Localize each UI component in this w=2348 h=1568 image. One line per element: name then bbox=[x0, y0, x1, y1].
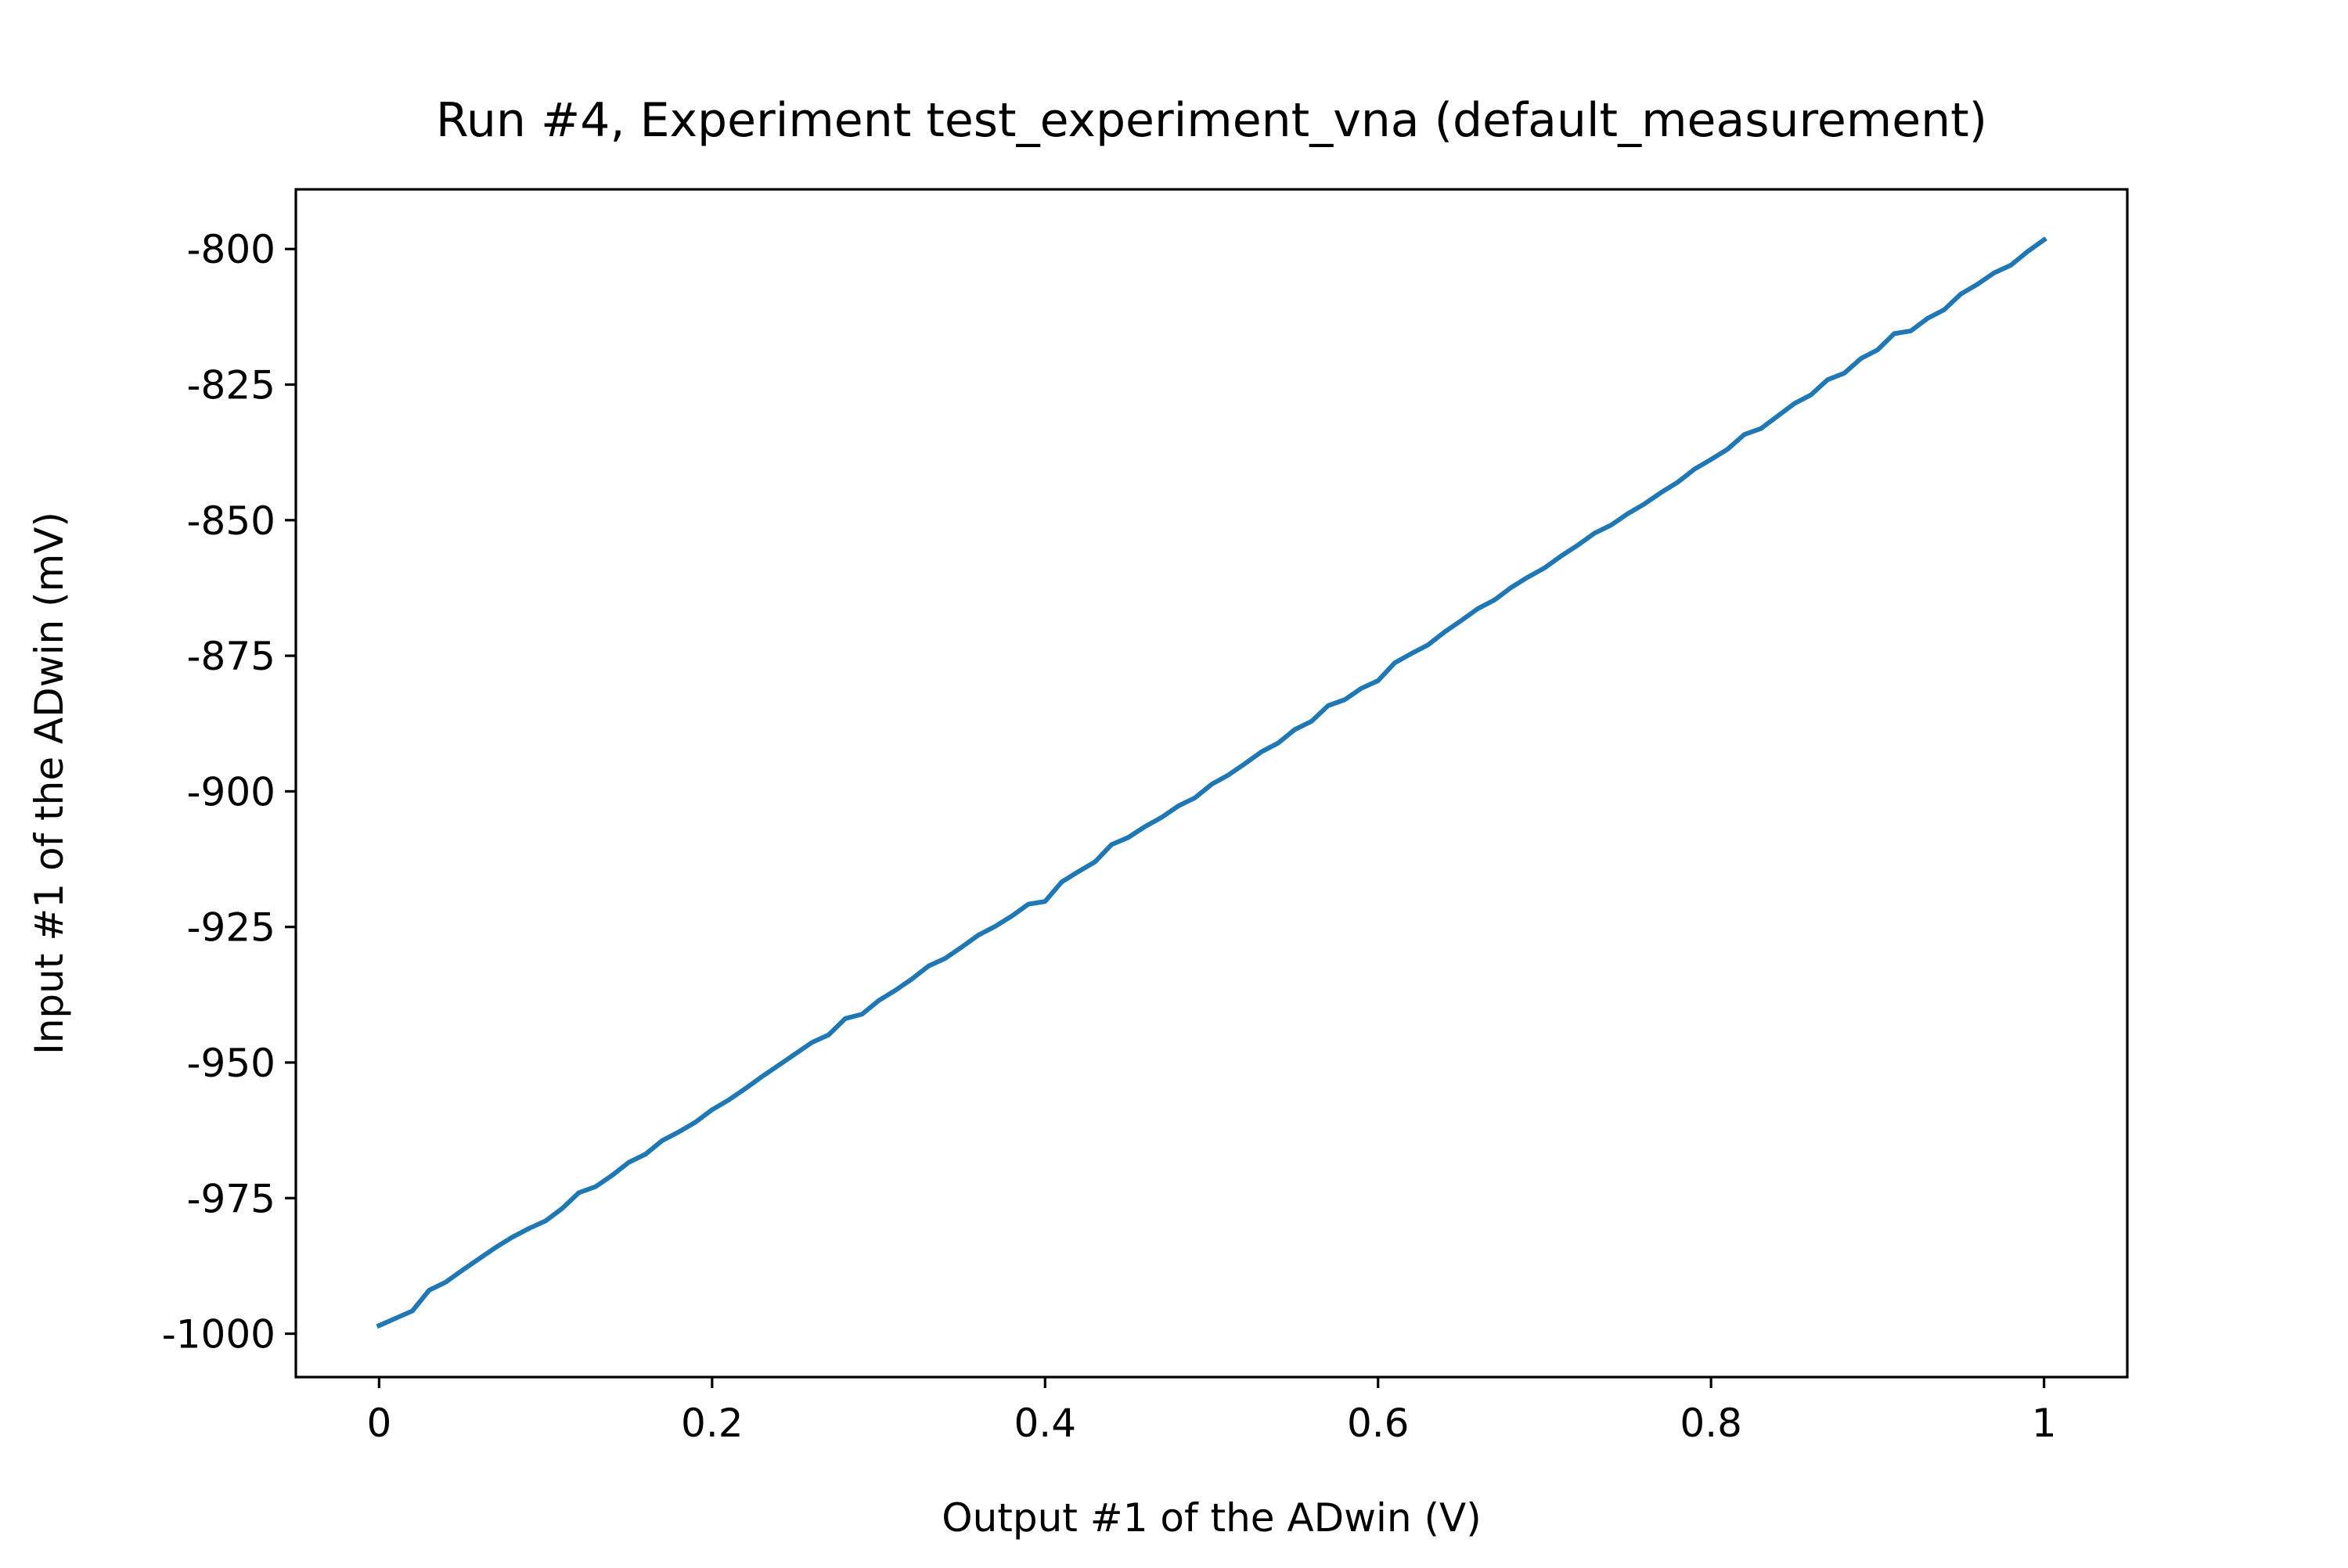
y-tick-label: -800 bbox=[187, 227, 275, 272]
y-tick-label: -950 bbox=[187, 1041, 275, 1086]
chart-title: Run #4, Experiment test_experiment_vna (… bbox=[436, 93, 1987, 148]
y-tick-label: -900 bbox=[187, 769, 275, 815]
y-tick-label: -850 bbox=[187, 498, 275, 544]
plot-area-frame bbox=[294, 188, 2129, 1379]
series-layer bbox=[376, 236, 2047, 1329]
y-tick-label: -925 bbox=[187, 905, 275, 951]
x-tick-label: 1 bbox=[2032, 1401, 2057, 1446]
y-axis: -1000 -975 -950 -925 -900 -875 -850 -825 -800 bbox=[162, 227, 296, 1358]
x-tick-label: 0.2 bbox=[681, 1401, 744, 1446]
y-tick-label: -1000 bbox=[162, 1312, 275, 1358]
x-tick-label: 0.8 bbox=[1680, 1401, 1742, 1446]
y-tick-label: -975 bbox=[187, 1176, 275, 1221]
x-axis-label: Output #1 of the ADwin (V) bbox=[942, 1495, 1482, 1541]
series-line-0 bbox=[376, 236, 2047, 1329]
x-tick-label: 0 bbox=[366, 1401, 391, 1446]
y-axis-label: Input #1 of the ADwin (mV) bbox=[27, 512, 72, 1055]
x-tick-label: 0.4 bbox=[1014, 1401, 1077, 1446]
x-axis: 0 0.2 0.4 0.6 0.8 1 bbox=[366, 1377, 2057, 1446]
x-tick-label: 0.6 bbox=[1347, 1401, 1410, 1446]
y-tick-label: -825 bbox=[187, 363, 275, 408]
y-tick-label: -875 bbox=[187, 634, 275, 679]
